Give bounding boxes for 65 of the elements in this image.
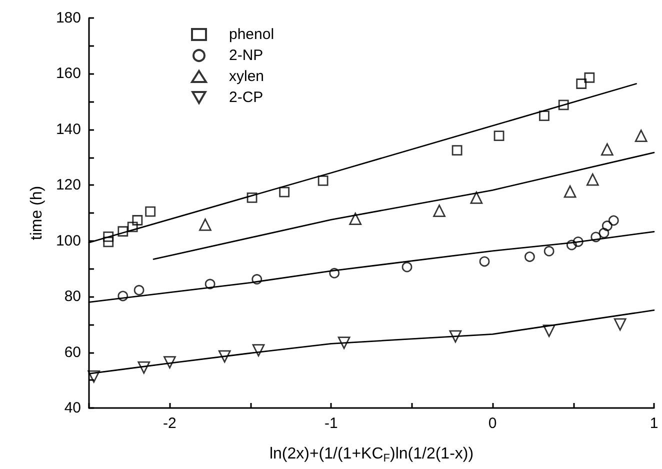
point (564, 185, 576, 198)
point (252, 344, 265, 357)
point (590, 232, 602, 242)
point (566, 240, 577, 250)
legend-label: 2-CP (229, 89, 264, 106)
point (127, 222, 138, 232)
point (634, 130, 648, 142)
y-tick-label: 140 (56, 120, 81, 138)
text: -1 (324, 415, 338, 432)
legend-label: 2-NP (229, 47, 264, 64)
point (558, 100, 569, 110)
point (338, 336, 350, 350)
y-tick-label: 100 (56, 232, 81, 250)
point (246, 192, 258, 203)
point (470, 191, 483, 204)
point (586, 173, 599, 186)
point (164, 356, 176, 369)
y-tick-label: 80 (64, 288, 81, 306)
point (134, 284, 144, 296)
point (600, 143, 614, 156)
point (204, 278, 216, 290)
point (103, 231, 114, 242)
point (542, 324, 556, 338)
point (252, 274, 262, 284)
point (199, 218, 212, 231)
y-tick-label: 160 (56, 65, 81, 82)
point (572, 236, 584, 247)
point (452, 145, 462, 156)
y-tick-label: 60 (64, 344, 81, 361)
legend-label: phenol (229, 26, 274, 43)
point (118, 226, 128, 237)
point (132, 215, 143, 226)
point (349, 212, 362, 226)
point (329, 268, 340, 278)
point (318, 175, 328, 186)
point (539, 110, 550, 121)
point (524, 252, 535, 262)
point (279, 186, 290, 198)
point (433, 204, 446, 217)
line-series (152, 152, 655, 260)
point (598, 228, 610, 238)
point (494, 130, 504, 142)
point (118, 290, 128, 302)
y-tick-label: 120 (56, 176, 81, 194)
point (479, 256, 490, 267)
y-axis-title: time (h) (28, 186, 46, 240)
text: -2 (163, 415, 176, 432)
point (449, 330, 462, 343)
point (602, 220, 612, 232)
point (402, 262, 412, 272)
point (145, 206, 156, 217)
legend-label: xylen (229, 68, 264, 85)
point (614, 318, 626, 331)
point (584, 72, 595, 83)
point (608, 215, 619, 226)
point (103, 236, 114, 248)
x-tick-label: 0 (488, 415, 497, 432)
y-tick-label: 40 (64, 400, 81, 416)
point (88, 370, 100, 383)
point (576, 78, 587, 89)
point (138, 361, 150, 374)
x-tick-label: 1 (650, 415, 658, 432)
point (218, 350, 231, 363)
point (544, 246, 554, 256)
y-tick-label: 180 (56, 10, 81, 26)
